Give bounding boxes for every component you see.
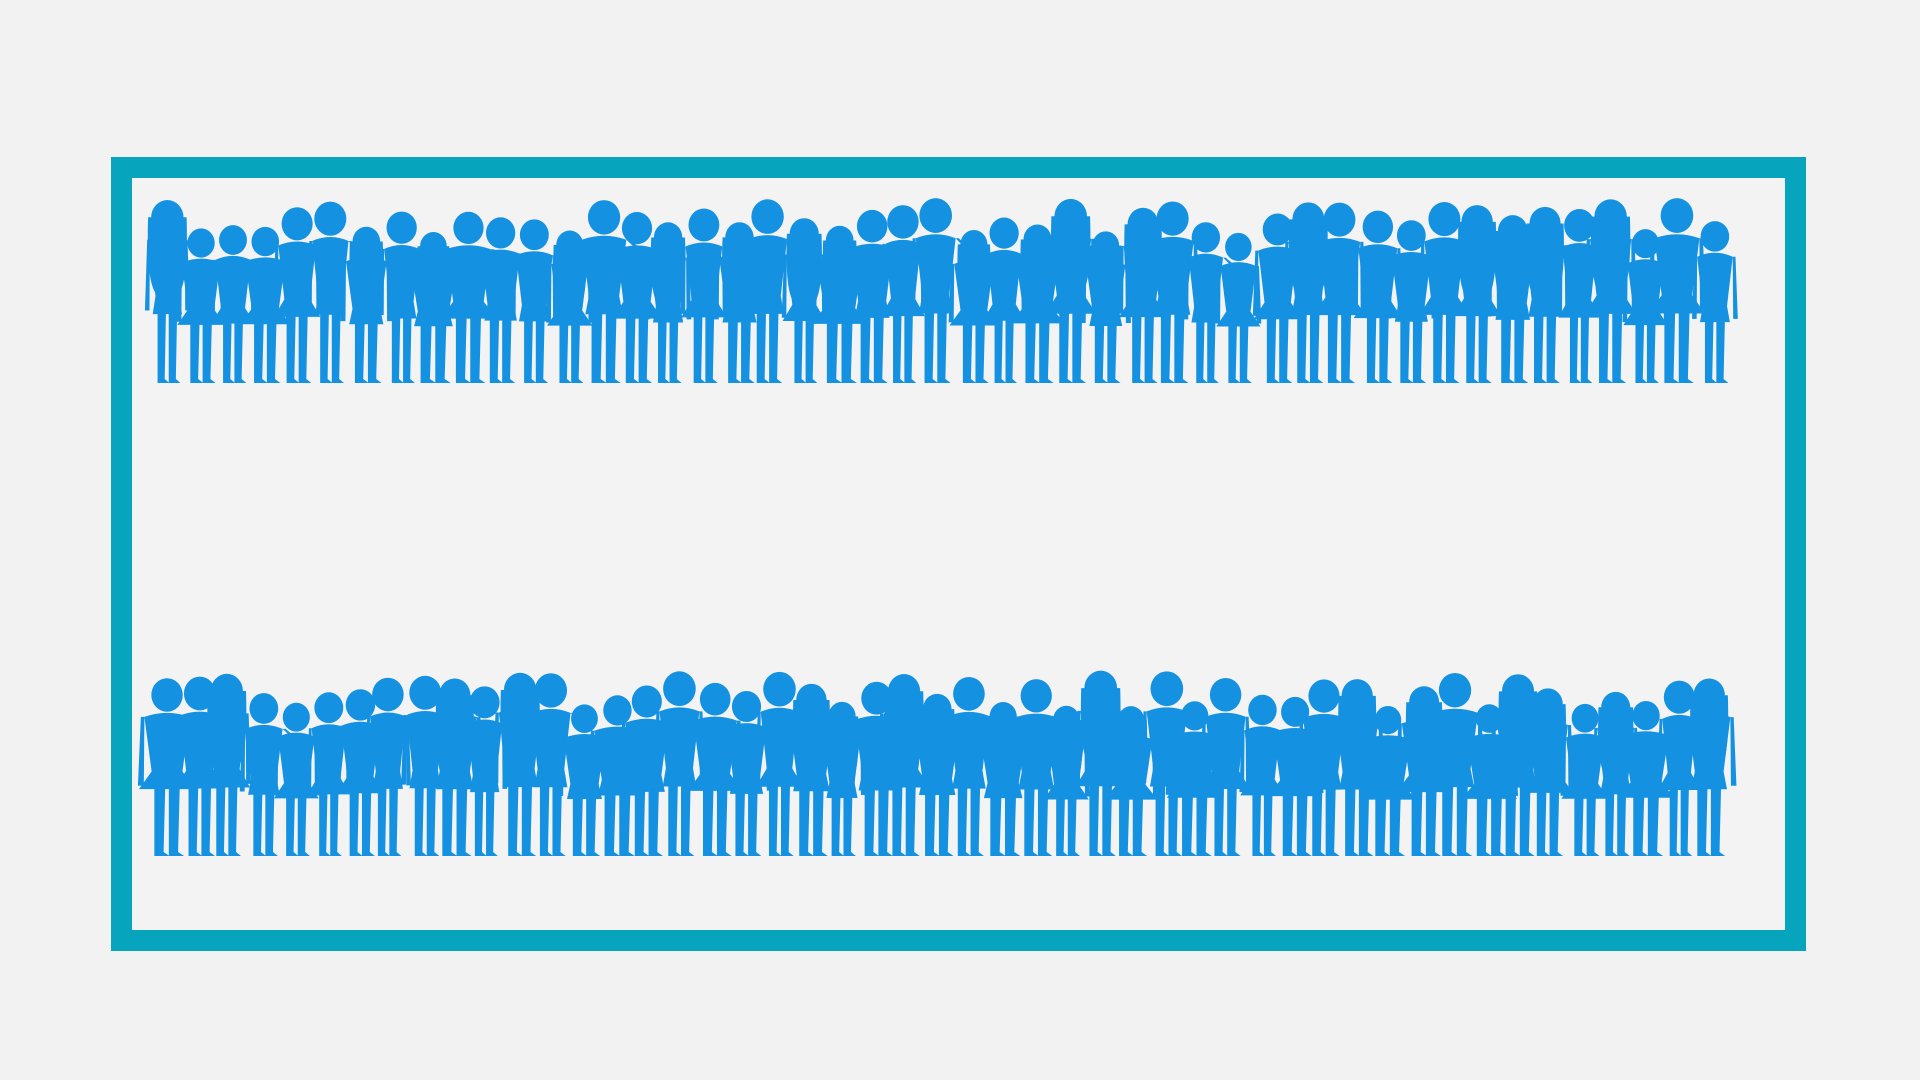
silhouette-figure (144, 200, 190, 383)
silhouette-figure (1329, 679, 1385, 856)
character-silhouette-row-bottom (137, 670, 1737, 856)
silhouette-figure (239, 693, 294, 856)
silhouette-figure (335, 689, 386, 856)
silhouette-figure (1584, 199, 1638, 383)
silhouette-figure (1557, 209, 1602, 383)
silhouette-figure (781, 218, 827, 383)
silhouette-figure (210, 225, 256, 383)
silhouette-figure (1452, 205, 1502, 383)
silhouette-figure (644, 222, 692, 383)
character-silhouette-row-top (144, 198, 1738, 383)
silhouette-figure (557, 704, 612, 856)
silhouette-figure (1080, 231, 1131, 383)
silhouette-figure (1252, 213, 1303, 383)
silhouette-figure (364, 677, 411, 856)
silhouette-figure (1692, 221, 1738, 383)
silhouette-figure (1591, 691, 1640, 856)
silhouette-figure (202, 673, 252, 856)
silhouette-figure (1140, 671, 1199, 856)
silhouette-figure (1215, 232, 1262, 383)
silhouette-figure (1522, 688, 1574, 856)
silhouette-figure (439, 211, 498, 383)
silhouette-figure (982, 217, 1027, 383)
silhouette-figure (306, 692, 351, 856)
silhouette-figure (379, 211, 425, 383)
silhouette-figure (742, 199, 799, 383)
silhouette-figure (1312, 202, 1367, 383)
bottom-row-figures (137, 670, 1737, 856)
silhouette-figure (1200, 677, 1252, 856)
silhouette-figure (1560, 703, 1610, 856)
silhouette-figure (1352, 210, 1403, 383)
silhouette-figure (272, 702, 320, 856)
silhouette-figure (1183, 222, 1233, 383)
top-row-figures (144, 198, 1738, 383)
silhouette-figure (910, 198, 968, 383)
silhouette-figure (1239, 694, 1286, 856)
silhouette-figure (1681, 678, 1737, 856)
silhouette-figure (307, 201, 359, 383)
silhouette-figure (462, 686, 508, 856)
silhouette-figure (1519, 206, 1571, 383)
